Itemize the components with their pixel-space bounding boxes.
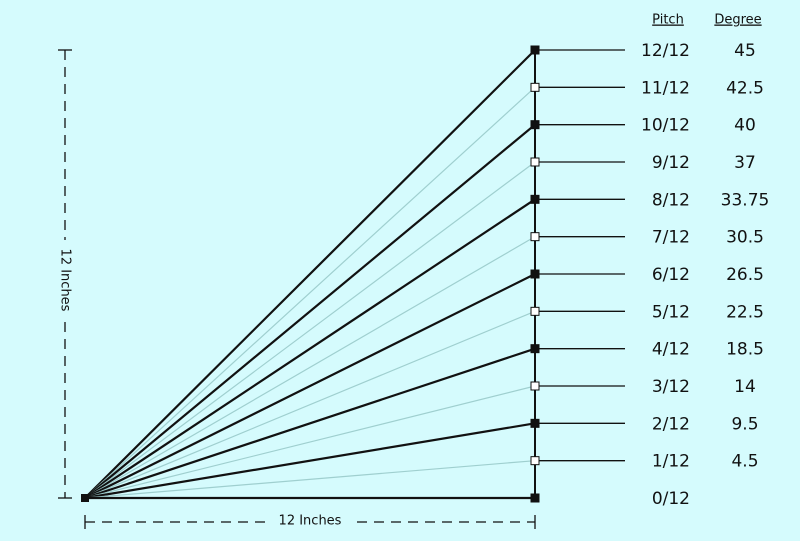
label-bg — [268, 512, 352, 532]
pitch-value: 11/12 — [641, 78, 690, 98]
filled-marker — [530, 493, 540, 503]
pitch-line — [84, 123, 536, 499]
pitch-value: 8/12 — [652, 190, 690, 210]
hollow-marker — [530, 232, 540, 242]
hollow-marker — [530, 306, 540, 316]
degree-value: 45 — [734, 41, 756, 61]
hollow-marker — [530, 456, 540, 466]
pitch-value: 9/12 — [652, 153, 690, 173]
horizontal-label: 12 Inches — [279, 514, 342, 529]
minor-pitch-line — [84, 236, 536, 499]
pitch-value: 1/12 — [652, 452, 690, 472]
pitch-value: 0/12 — [652, 489, 690, 509]
pitch-header: Pitch — [652, 13, 684, 28]
pitch-value: 12/12 — [641, 41, 690, 61]
hollow-marker — [530, 157, 540, 167]
pitch-value: 3/12 — [652, 377, 690, 397]
hollow-marker — [530, 381, 540, 391]
pitch-value: 10/12 — [641, 116, 690, 136]
degree-value: 9.5 — [731, 414, 758, 434]
degree-value: 33.75 — [721, 190, 770, 210]
minor-pitch-line — [84, 161, 536, 499]
origin-marker — [81, 494, 89, 502]
pitch-line — [84, 49, 536, 499]
label-bg — [57, 240, 73, 320]
degree-value: 37 — [734, 153, 756, 173]
filled-marker — [530, 269, 540, 279]
minor-pitch-line — [84, 460, 536, 499]
rows: 12/12 45 11/12 42.5 10/12 40 9/12 37 8/12 33.75 7/… — [84, 41, 770, 509]
vertical-label: 12 Inches — [58, 249, 73, 312]
pitch-value: 6/12 — [652, 265, 690, 285]
degree-value: 14 — [734, 377, 756, 397]
filled-marker — [530, 418, 540, 428]
degree-value: 22.5 — [726, 302, 764, 322]
degree-value: 30.5 — [726, 228, 764, 248]
pitch-line — [84, 198, 536, 499]
degree-value: 40 — [734, 116, 756, 136]
pitch-line — [84, 273, 536, 499]
pitch-line — [84, 422, 536, 500]
filled-marker — [530, 45, 540, 55]
minor-pitch-line — [84, 385, 536, 499]
pitch-line — [84, 347, 536, 500]
filled-marker — [530, 120, 540, 130]
minor-pitch-line — [84, 310, 536, 499]
pitch-value: 5/12 — [652, 302, 690, 322]
degree-value: 26.5 — [726, 265, 764, 285]
degree-value: 4.5 — [731, 452, 758, 472]
pitch-value: 2/12 — [652, 414, 690, 434]
degree-value: 18.5 — [726, 340, 764, 360]
pitch-value: 4/12 — [652, 340, 690, 360]
degree-header: Degree — [714, 13, 761, 28]
filled-marker — [530, 194, 540, 204]
degree-value: 42.5 — [726, 78, 764, 98]
hollow-marker — [530, 82, 540, 92]
filled-marker — [530, 344, 540, 354]
pitch-value: 7/12 — [652, 228, 690, 248]
minor-pitch-line — [84, 86, 536, 499]
